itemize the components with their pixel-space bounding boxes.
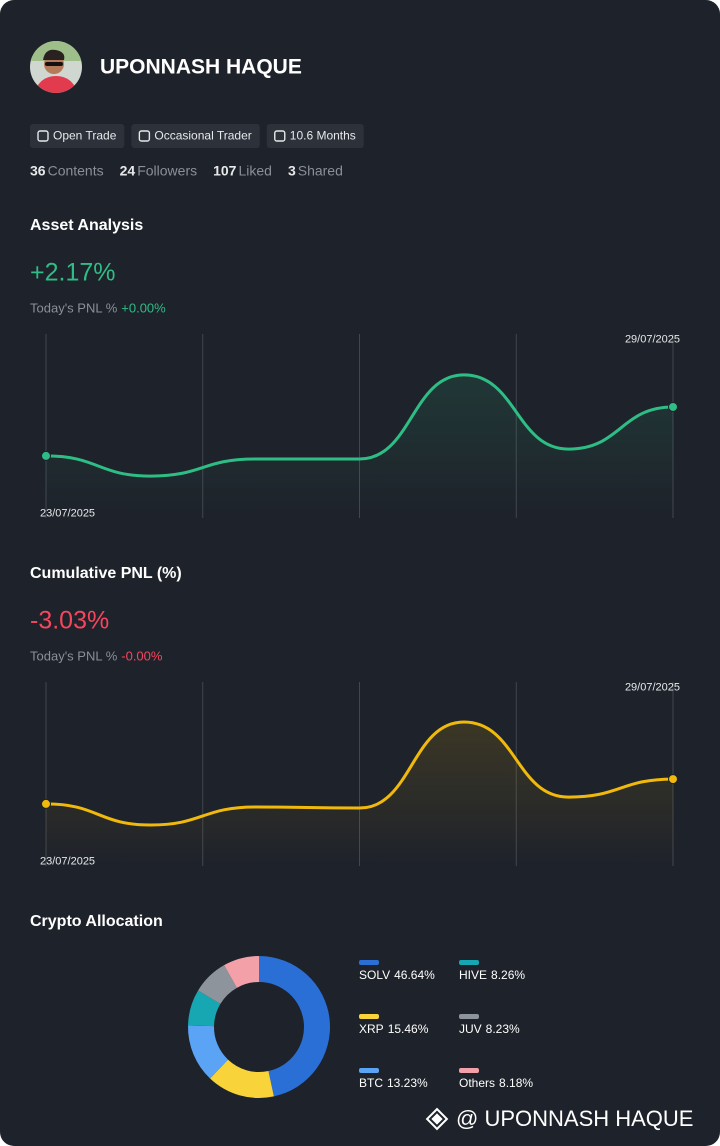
legend-swatch: [359, 960, 379, 965]
date-label-text: 23/07/2025: [40, 507, 95, 519]
avatar: [30, 41, 82, 93]
donut-slice: [188, 1025, 228, 1079]
stat-value: 36: [30, 163, 46, 179]
section-title: Crypto Allocation: [30, 913, 163, 930]
point: [668, 401, 678, 412]
date-label: 29/07/2025: [625, 333, 680, 345]
badge-icon: [274, 130, 286, 142]
stat-value: 24: [120, 163, 136, 179]
stat-value: 107: [213, 163, 237, 179]
point: [668, 774, 678, 785]
pnl-label: Today's PNL %: [30, 648, 118, 663]
point: [41, 798, 51, 809]
legend-swatch: [459, 1014, 479, 1019]
stat-label: Liked: [238, 163, 271, 179]
line: [45, 373, 674, 478]
headline: -3.03%: [30, 607, 109, 635]
donut-slice: [224, 956, 259, 988]
pnl-value: +0.00%: [121, 300, 166, 315]
stat-label: Contents: [48, 163, 104, 179]
stat-value: 3: [288, 163, 296, 179]
line: [45, 720, 674, 827]
legend-swatch: [359, 1068, 379, 1073]
badge-text: Occasional Trader: [154, 129, 251, 143]
date-label: 23/07/2025: [40, 507, 95, 519]
date-label: 29/07/2025: [625, 681, 680, 693]
legend-name: XRP: [359, 1022, 384, 1036]
legend-swatch: [359, 1014, 379, 1019]
legend-name: Others: [459, 1076, 495, 1090]
badge: Open Trade: [30, 124, 125, 148]
badge: 10.6 Months: [266, 124, 364, 148]
badge-bg: [266, 124, 364, 148]
donut-slice: [259, 956, 331, 1097]
date-label-text: 23/07/2025: [40, 855, 95, 867]
area: [46, 374, 673, 518]
legend-swatch: [459, 960, 479, 965]
date-label-text: 29/07/2025: [625, 681, 680, 693]
badge-icon: [37, 130, 49, 142]
donut-slice: [198, 965, 237, 1004]
pnl-value: -0.00%: [121, 648, 163, 663]
badge-bg: [131, 124, 260, 148]
legend-name: HIVE: [459, 968, 487, 982]
badge-text: 10.6 Months: [290, 129, 356, 143]
legend-swatch: [459, 1068, 479, 1073]
donut-slice: [210, 1059, 274, 1099]
legend-value: 15.46%: [388, 1022, 429, 1036]
legend-name: JUV: [459, 1022, 482, 1036]
watermark: @ UPONNASH HAQUE: [456, 1106, 693, 1131]
section-title: Cumulative PNL (%): [30, 565, 182, 582]
pnl-label: Today's PNL %: [30, 300, 118, 315]
area: [46, 722, 673, 866]
badge: Occasional Trader: [131, 124, 260, 148]
date-label: 23/07/2025: [40, 855, 95, 867]
date-label-text: 29/07/2025: [625, 333, 680, 345]
badge-bg: [30, 124, 125, 148]
stat-label: Shared: [298, 163, 343, 179]
profile-name: UPONNASH HAQUE: [100, 56, 302, 79]
legend-value: 8.18%: [499, 1076, 533, 1090]
legend-name: SOLV: [359, 968, 390, 982]
watermark-logo: [425, 1107, 449, 1131]
legend-value: 8.23%: [486, 1022, 520, 1036]
donut-slice: [188, 990, 221, 1027]
legend-value: 46.64%: [394, 968, 435, 982]
legend-value: 8.26%: [491, 968, 525, 982]
headline: +2.17%: [30, 259, 116, 287]
legend-value: 13.23%: [387, 1076, 428, 1090]
section-title: Asset Analysis: [30, 217, 143, 234]
stat-label: Followers: [137, 163, 197, 179]
point: [41, 450, 51, 461]
legend-name: BTC: [359, 1076, 383, 1090]
badge-text: Open Trade: [53, 129, 117, 143]
badge-icon: [138, 130, 151, 142]
